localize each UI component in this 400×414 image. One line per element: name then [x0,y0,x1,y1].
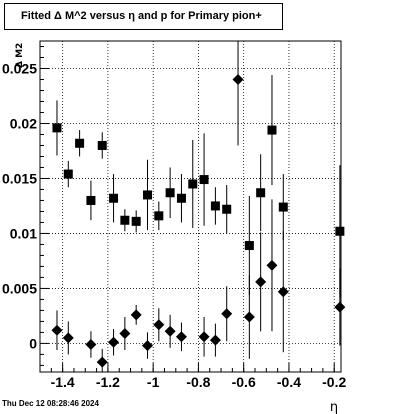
diamond-marker [209,334,221,346]
y-tick-label: 0.025 [2,60,37,76]
diamond-marker [108,336,120,348]
x-tick-label: -0.2 [322,374,346,390]
y-tick-label: 0 [29,335,37,351]
grid-lines [40,41,341,372]
diamond-marker [175,331,187,343]
diamond-marker [119,328,131,340]
diamond-marker [334,301,346,313]
diamond-marker [85,339,97,351]
diamond-marker [96,356,108,368]
y-tick-label: 0.015 [2,170,37,186]
data-points [51,41,346,372]
square-marker [335,226,345,236]
diamond-marker [277,286,289,298]
diamond-marker [51,324,63,336]
square-marker [154,211,164,221]
y-tick-label: 0.01 [10,225,37,241]
y-tick-label: 0.02 [10,115,37,131]
x-tick-label: -1.2 [96,374,120,390]
x-tick-label: -1 [147,374,160,390]
x-tick-label: -0.8 [186,374,210,390]
diamond-marker [142,340,153,352]
axis-ticks [40,45,335,372]
x-tick-label: -0.4 [277,374,301,390]
square-marker [109,193,119,203]
diamond-marker [232,73,244,85]
diamond-marker [130,309,142,321]
x-tick-label: -0.6 [232,374,256,390]
square-marker [244,241,254,251]
square-marker [199,175,209,185]
diamond-marker [221,308,233,320]
square-marker [267,125,277,135]
square-marker [97,140,107,150]
diamond-marker [153,319,165,331]
square-marker [86,195,96,205]
square-marker [256,188,266,198]
square-marker [143,190,152,200]
square-marker [131,216,141,226]
square-marker [63,169,73,179]
square-marker [210,201,220,211]
diamond-marker [164,325,176,337]
square-marker [278,202,288,212]
plot-frame [39,40,342,373]
y-tick-label: 0.005 [2,280,37,296]
x-axis-title: η [330,400,338,414]
diamond-marker [266,259,278,271]
square-marker [188,179,198,189]
diamond-marker [198,331,210,343]
footer-timestamp: Thu Dec 12 08:28:46 2024 [2,399,99,408]
square-marker [52,123,62,133]
y-axis-title: Δ M2 [15,43,25,68]
diamond-marker [255,276,267,288]
diamond-marker [62,332,74,344]
x-tick-label: -1.4 [51,374,75,390]
square-marker [176,193,186,203]
square-marker [222,204,232,214]
chart-title: Fitted Δ M^2 versus η and p for Primary … [4,3,283,30]
square-marker [120,215,130,225]
square-marker [75,138,85,148]
square-marker [165,188,175,198]
axis-tick-labels: -1.4 -1.2 -1 -0.8 -0.6 -0.4 -0.2 0 0.005 0.01 0.01… [2,60,347,390]
diamond-marker [243,311,255,323]
